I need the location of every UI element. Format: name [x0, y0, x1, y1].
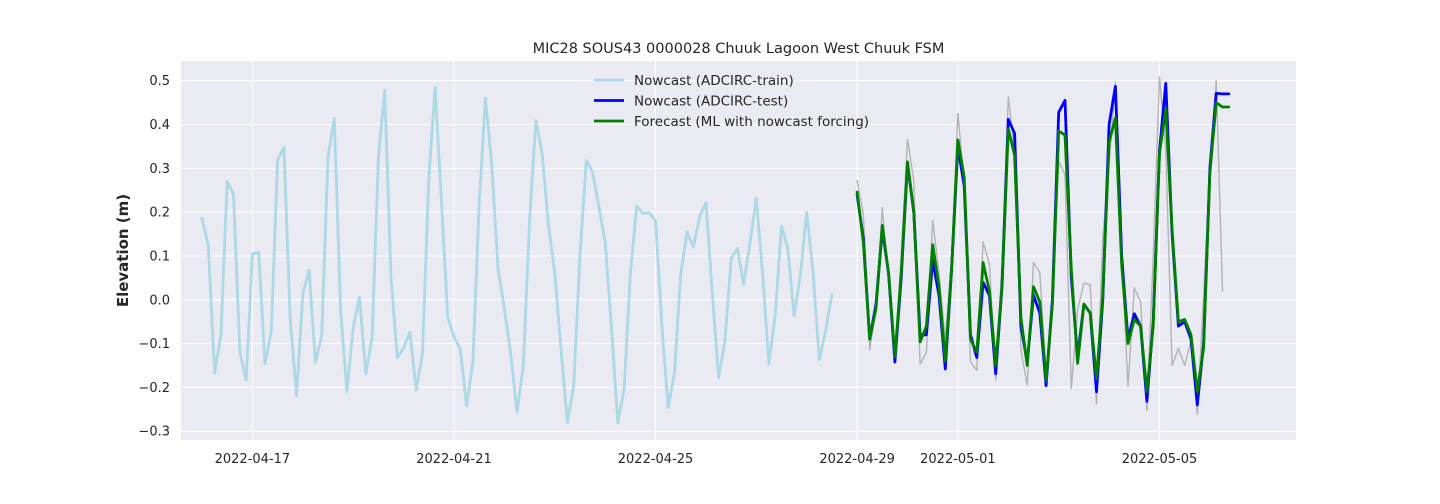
y-tick-label: 0.5: [149, 74, 170, 89]
x-tick-label: 2022-04-17: [215, 452, 291, 467]
series-line-0: [200, 85, 834, 425]
y-tick-label: 0.3: [149, 162, 170, 177]
y-tick-label: 0.1: [149, 249, 170, 264]
legend-label: Forecast (ML with nowcast forcing): [634, 114, 869, 130]
x-tick-label: 2022-05-01: [920, 452, 996, 467]
y-tick-labels: −0.3 −0.2 −0.1 0.0 0.1 0.2 0.3 0.4 0.5: [138, 74, 170, 440]
series-lines: [200, 76, 1231, 425]
x-tick-label: 2022-04-21: [416, 452, 492, 467]
x-tick-labels: 2022-04-17 2022-04-21 2022-04-25 2022-04-29…: [215, 452, 1198, 467]
x-tick-label: 2022-05-05: [1122, 452, 1198, 467]
y-tick-label: −0.2: [138, 381, 170, 396]
grid: [181, 61, 1296, 440]
x-tick-label: 2022-04-25: [618, 452, 694, 467]
y-tick-label: −0.3: [138, 425, 170, 440]
legend: Nowcast (ADCIRC-train) Nowcast (ADCIRC-te…: [594, 73, 869, 130]
y-tick-label: 0.4: [149, 118, 170, 133]
y-tick-label: −0.1: [138, 337, 170, 352]
chart-title: MIC28 SOUS43 0000028 Chuuk Lagoon West C…: [533, 41, 945, 57]
legend-label: Nowcast (ADCIRC-train): [634, 73, 794, 89]
legend-label: Nowcast (ADCIRC-test): [634, 94, 788, 110]
series-line-3: [855, 101, 1231, 394]
y-axis-label: Elevation (m): [114, 194, 132, 307]
y-tick-label: 0.0: [149, 293, 170, 308]
y-tick-label: 0.2: [149, 206, 170, 221]
x-tick-label: 2022-04-29: [819, 452, 895, 467]
